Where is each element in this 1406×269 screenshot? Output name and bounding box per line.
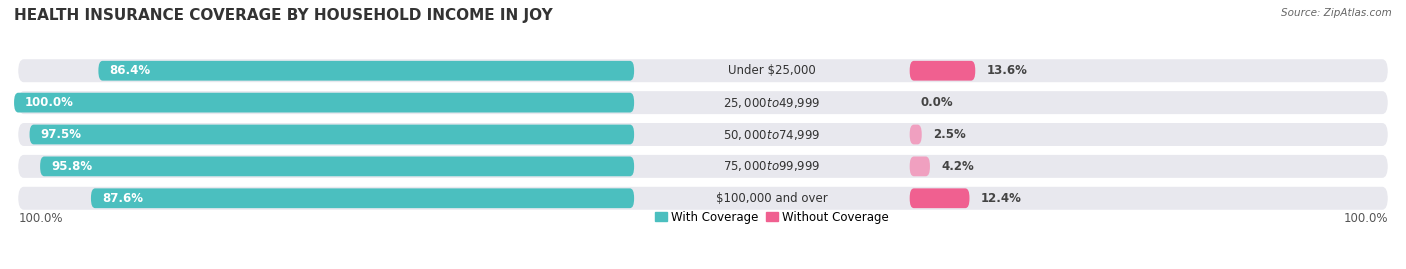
FancyBboxPatch shape (91, 188, 634, 208)
Text: 100.0%: 100.0% (25, 96, 75, 109)
Text: $50,000 to $74,999: $50,000 to $74,999 (723, 128, 821, 141)
Text: $25,000 to $49,999: $25,000 to $49,999 (723, 95, 821, 110)
FancyBboxPatch shape (98, 61, 634, 81)
Text: 100.0%: 100.0% (18, 213, 63, 225)
Text: 2.5%: 2.5% (932, 128, 966, 141)
FancyBboxPatch shape (18, 59, 1388, 82)
Text: 0.0%: 0.0% (921, 96, 953, 109)
Text: 13.6%: 13.6% (986, 64, 1028, 77)
FancyBboxPatch shape (14, 93, 634, 112)
FancyBboxPatch shape (910, 157, 929, 176)
Text: Under $25,000: Under $25,000 (728, 64, 815, 77)
Text: 86.4%: 86.4% (110, 64, 150, 77)
FancyBboxPatch shape (41, 157, 634, 176)
Text: 95.8%: 95.8% (51, 160, 93, 173)
Text: 87.6%: 87.6% (103, 192, 143, 205)
Text: $75,000 to $99,999: $75,000 to $99,999 (723, 159, 821, 174)
Text: HEALTH INSURANCE COVERAGE BY HOUSEHOLD INCOME IN JOY: HEALTH INSURANCE COVERAGE BY HOUSEHOLD I… (14, 8, 553, 23)
Text: 97.5%: 97.5% (41, 128, 82, 141)
FancyBboxPatch shape (30, 125, 634, 144)
FancyBboxPatch shape (910, 125, 922, 144)
FancyBboxPatch shape (18, 123, 1388, 146)
Text: 12.4%: 12.4% (980, 192, 1021, 205)
Text: 4.2%: 4.2% (941, 160, 974, 173)
Legend: With Coverage, Without Coverage: With Coverage, Without Coverage (650, 206, 894, 228)
FancyBboxPatch shape (18, 155, 1388, 178)
Text: $100,000 and over: $100,000 and over (716, 192, 828, 205)
Text: Source: ZipAtlas.com: Source: ZipAtlas.com (1281, 8, 1392, 18)
FancyBboxPatch shape (910, 188, 970, 208)
FancyBboxPatch shape (18, 187, 1388, 210)
Text: 100.0%: 100.0% (1343, 213, 1388, 225)
FancyBboxPatch shape (910, 61, 976, 81)
FancyBboxPatch shape (18, 91, 1388, 114)
